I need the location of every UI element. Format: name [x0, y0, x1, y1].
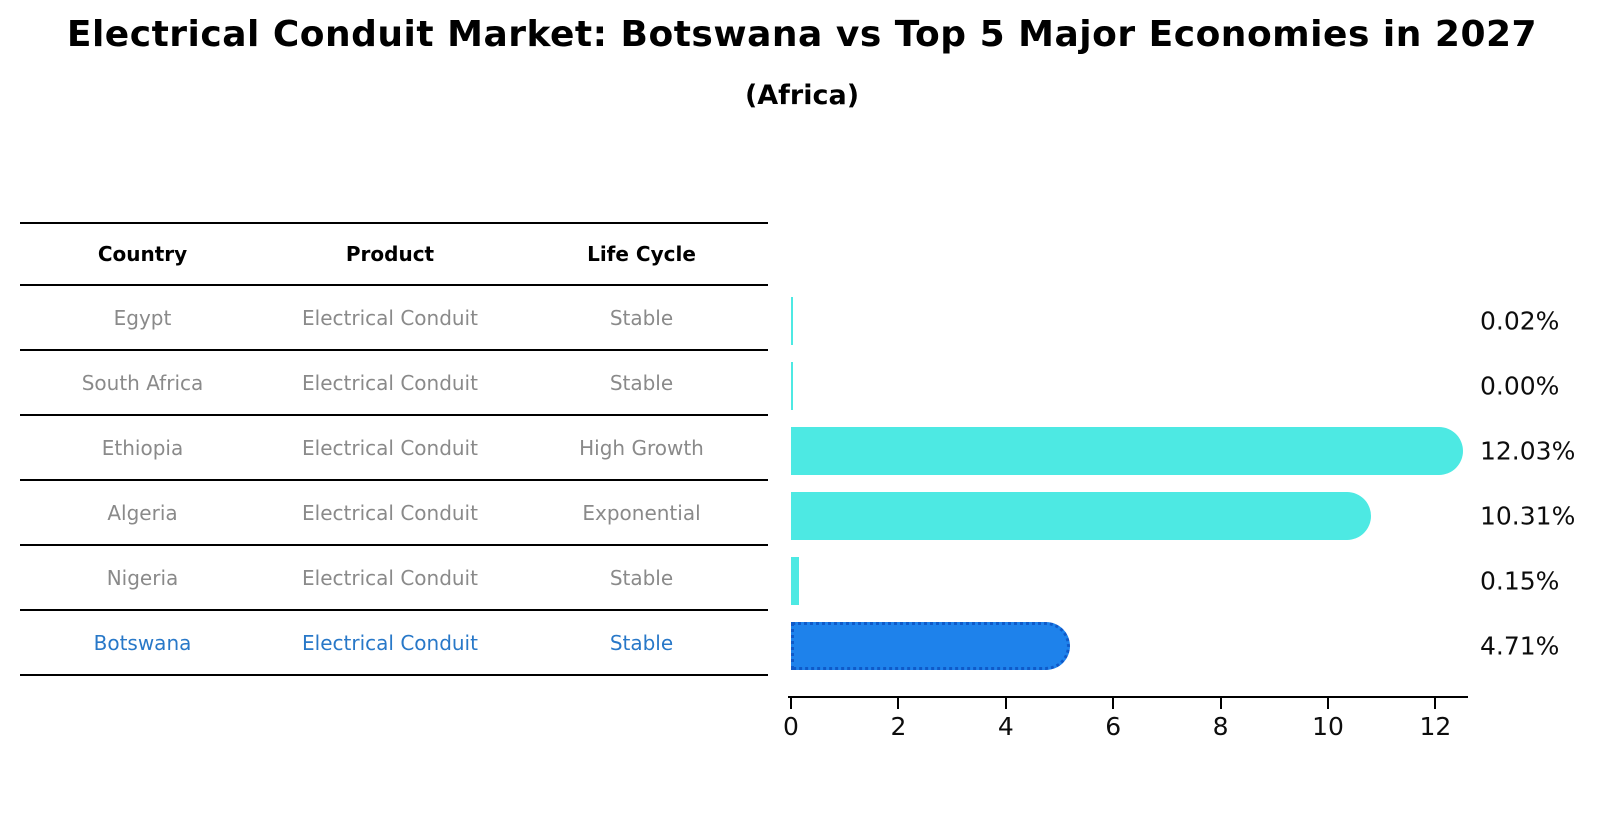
table-cell-product: Electrical Conduit: [302, 630, 478, 655]
chart-title: Electrical Conduit Market: Botswana vs T…: [66, 14, 1538, 55]
bar-value-label: 10.31%: [1480, 501, 1576, 531]
bar: [791, 297, 793, 345]
table-cell-life-cycle: Exponential: [582, 500, 701, 525]
x-axis-tick: [1112, 698, 1115, 709]
table-cell-country: Algeria: [107, 500, 178, 525]
table-row: South Africa Electrical Conduit Stable: [20, 351, 768, 416]
x-axis-tick: [790, 698, 792, 709]
bar-value-label: 0.02%: [1480, 306, 1560, 336]
table-cell-country: Nigeria: [106, 565, 179, 590]
bar: [791, 557, 800, 605]
x-axis-tick-label: 2: [890, 712, 907, 741]
column-header-product: Product: [345, 242, 435, 266]
column-header-life-cycle: Life Cycle: [587, 242, 696, 266]
table-row: Algeria Electrical Conduit Exponential: [20, 481, 768, 546]
bar: [791, 492, 1371, 540]
x-axis-tick-label: 6: [1105, 712, 1122, 741]
bar: [791, 427, 1463, 475]
bar: [791, 362, 793, 410]
x-axis-tick-label: 8: [1212, 712, 1229, 741]
table-row: Nigeria Electrical Conduit Stable: [20, 546, 768, 611]
table-row: Ethiopia Electrical Conduit High Growth: [20, 416, 768, 481]
table-cell-product: Electrical Conduit: [302, 305, 478, 330]
bar-value-label: 0.00%: [1480, 371, 1560, 401]
table-cell-country: Egypt: [113, 305, 172, 330]
x-axis-tick-label: 4: [997, 712, 1014, 741]
bar-highlighted: [791, 622, 1070, 670]
table-header-row: Country Product Life Cycle: [20, 222, 768, 286]
bar-value-label: 0.15%: [1480, 566, 1560, 596]
table-row: Egypt Electrical Conduit Stable: [20, 286, 768, 351]
x-axis-tick: [897, 698, 900, 709]
column-header-country: Country: [97, 242, 188, 266]
table-cell-life-cycle: Stable: [609, 630, 674, 655]
table-cell-product: Electrical Conduit: [302, 370, 478, 395]
table-cell-life-cycle: Stable: [609, 305, 674, 330]
table-cell-product: Electrical Conduit: [302, 500, 478, 525]
x-axis-tick-label: 10: [1312, 712, 1344, 741]
table-cell-country: South Africa: [81, 370, 204, 395]
x-axis-tick: [1327, 698, 1329, 709]
table-cell-life-cycle: High Growth: [579, 435, 704, 460]
table-cell-product: Electrical Conduit: [302, 565, 478, 590]
bar-value-label: 12.03%: [1480, 436, 1576, 466]
x-axis-tick-label: 0: [783, 712, 799, 741]
x-axis-line: [788, 696, 1468, 698]
country-table: Country Product Life Cycle Egypt Electri…: [20, 222, 768, 676]
chart-subtitle: (Africa): [744, 80, 860, 111]
table-row-highlighted: Botswana Electrical Conduit Stable: [20, 611, 768, 676]
x-axis-tick: [1219, 698, 1222, 709]
table-cell-life-cycle: Stable: [609, 565, 674, 590]
table-cell-life-cycle: Stable: [609, 370, 674, 395]
table-cell-product: Electrical Conduit: [302, 435, 478, 460]
table-body: Egypt Electrical Conduit Stable South Af…: [20, 286, 768, 676]
bar-value-label: 4.71%: [1480, 631, 1560, 661]
x-axis-tick-label: 12: [1419, 712, 1452, 741]
x-axis-tick: [1004, 698, 1007, 709]
table-cell-country: Botswana: [93, 630, 192, 655]
table-cell-country: Ethiopia: [101, 435, 184, 460]
x-axis-tick: [1434, 698, 1437, 709]
